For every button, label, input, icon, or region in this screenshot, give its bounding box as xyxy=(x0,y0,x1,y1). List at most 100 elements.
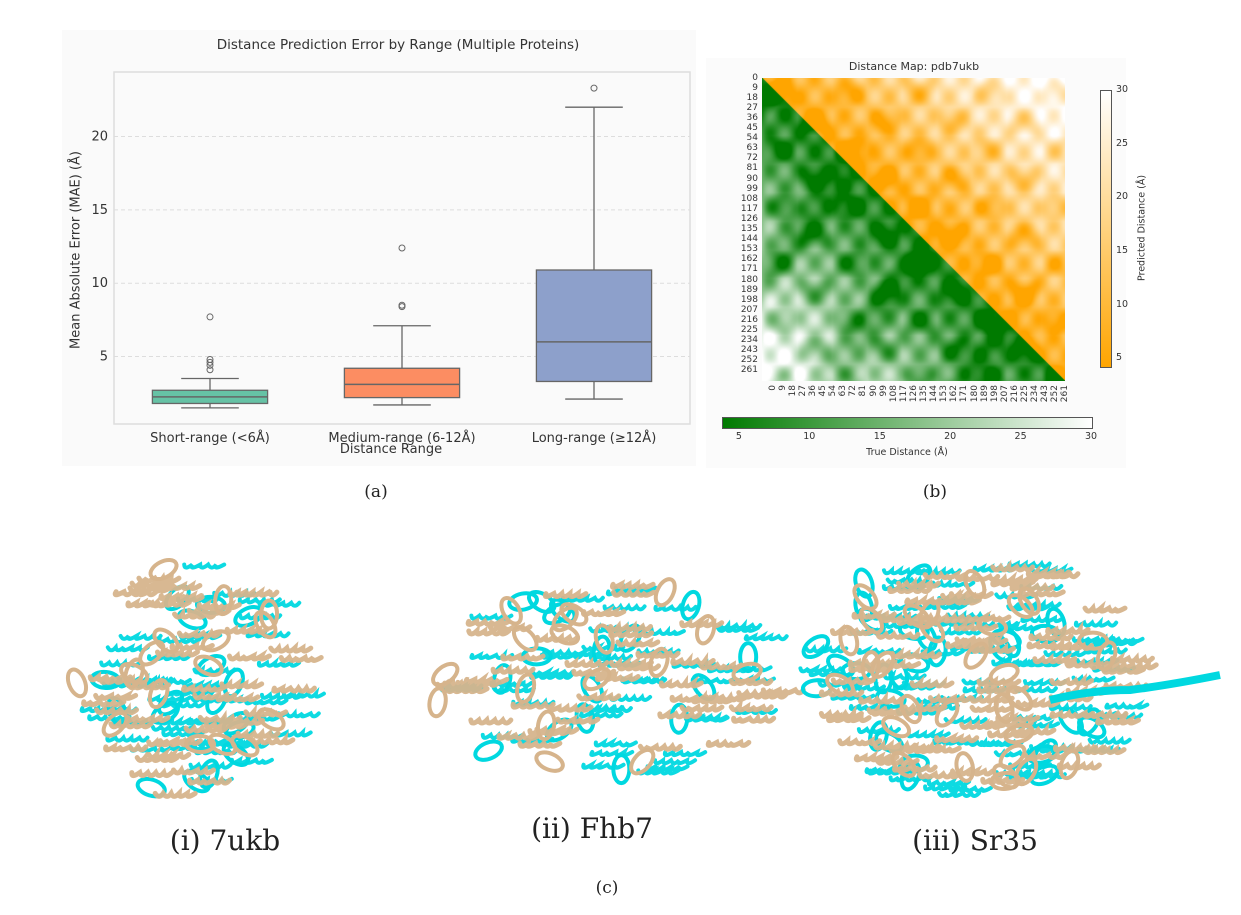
heatmap-y-tick: 99 xyxy=(746,183,758,194)
helix xyxy=(1006,685,1034,712)
helix xyxy=(1058,749,1081,781)
heatmap-y-tick: 216 xyxy=(740,314,758,325)
true-colorbar-label: True Distance (Å) xyxy=(866,447,948,458)
heatmap-x-tick: 207 xyxy=(999,385,1010,403)
x-tick-label: Short-range (<6Å) xyxy=(150,430,270,446)
heatmap-y-tick: 54 xyxy=(746,133,758,144)
heatmap-y-tick: 36 xyxy=(746,112,758,123)
x-tick-label: Medium-range (6-12Å) xyxy=(328,430,475,446)
helix xyxy=(193,654,224,677)
helix xyxy=(473,739,504,762)
helix xyxy=(184,733,217,755)
structure-7ukb xyxy=(65,557,326,799)
helix xyxy=(680,589,702,622)
heatmap-y-tick: 81 xyxy=(746,163,758,174)
predicted-colorbar-tick: 10 xyxy=(1116,298,1129,310)
heatmap-x-tick: 36 xyxy=(807,385,818,397)
heatmap-x-tick: 234 xyxy=(1030,385,1041,403)
y-tick-label: 5 xyxy=(100,350,108,365)
true-colorbar-tick: 5 xyxy=(735,431,742,442)
helix xyxy=(515,672,537,704)
outlier-point xyxy=(206,358,214,366)
heatmap-x-tick: 216 xyxy=(1009,385,1020,403)
helix xyxy=(976,616,1009,637)
heatmap-x-tick: 72 xyxy=(848,385,859,397)
helix xyxy=(738,641,759,674)
helix xyxy=(148,557,179,582)
helix xyxy=(65,667,89,699)
heatmap-y-tick: 108 xyxy=(740,193,758,204)
heatmap-x-tick: 135 xyxy=(919,385,930,403)
helix xyxy=(1014,756,1039,787)
true-colorbar-tick: 30 xyxy=(1084,431,1098,442)
true-colorbar xyxy=(722,417,1093,429)
heatmap-x-tick: 243 xyxy=(1040,385,1051,403)
heatmap-x-tick: 171 xyxy=(959,385,970,403)
predicted-colorbar-label: Predicted Distance (Å) xyxy=(1136,174,1148,282)
helix xyxy=(963,569,987,600)
helix xyxy=(1077,707,1102,737)
outlier-point xyxy=(590,84,598,92)
predicted-colorbar xyxy=(1100,90,1112,368)
helix xyxy=(200,629,231,653)
outlier-point xyxy=(206,355,214,363)
predicted-colorbar-tick: 20 xyxy=(1116,191,1129,203)
heatmap-x-tick: 108 xyxy=(888,385,899,403)
boxplot-chart: 5 10 15 20 Short-range (<6Å) Medium-range (6-… xyxy=(91,71,691,446)
helix xyxy=(870,650,896,679)
heatmap-y-tick: 225 xyxy=(740,325,758,336)
helix xyxy=(551,605,579,633)
heatmap-x-tick: 261 xyxy=(1060,385,1071,403)
panel-a-label: (a) xyxy=(364,482,388,502)
structure-caption-fhb7: (ii) Fhb7 xyxy=(531,812,653,845)
predicted-colorbar-tick: 30 xyxy=(1116,84,1129,95)
panel-c-label: (c) xyxy=(595,878,619,898)
heatmap-y-tick: 63 xyxy=(746,143,758,154)
true-colorbar-tick: 20 xyxy=(944,431,957,442)
heatmap-y-tick: 162 xyxy=(740,254,758,265)
boxplot-xlabel: Distance Range xyxy=(339,442,443,457)
heatmap-x-tick: 27 xyxy=(797,385,808,397)
helix xyxy=(1017,586,1042,616)
heatmap-x-tick: 180 xyxy=(969,385,980,403)
heatmap-y-tick: 90 xyxy=(746,173,758,184)
y-tick-label: 10 xyxy=(91,276,108,291)
heatmap-x-tick: 117 xyxy=(898,385,909,403)
box-2 xyxy=(535,84,653,400)
heatmap-y-tick: 189 xyxy=(740,284,758,295)
helix xyxy=(988,662,1020,685)
heatmap-x-tick: 162 xyxy=(949,385,960,403)
heatmap-x-tick: 225 xyxy=(1020,385,1031,403)
helix xyxy=(695,614,717,646)
predicted-colorbar-tick: 5 xyxy=(1116,352,1123,364)
helix xyxy=(934,698,960,728)
heatmap-x-tick: 153 xyxy=(939,385,950,403)
helix xyxy=(860,650,881,683)
helix xyxy=(101,710,129,738)
helix xyxy=(731,661,763,683)
helix xyxy=(431,661,460,688)
helix xyxy=(221,741,251,767)
outlier-point xyxy=(206,366,214,374)
y-tick-label: 20 xyxy=(91,130,108,145)
heatmap-y-tick: 126 xyxy=(740,213,758,224)
heatmap-y-tick: 18 xyxy=(746,92,758,103)
iqr-box xyxy=(535,269,653,383)
outlier-point xyxy=(206,313,214,321)
true-colorbar-tick: 25 xyxy=(1014,431,1027,442)
heatmap-y-tick: 0 xyxy=(752,72,758,83)
heatmap-y-tick: 9 xyxy=(752,82,758,93)
heatmap-y-tick: 153 xyxy=(740,244,758,255)
helix xyxy=(535,709,557,742)
outlier-point xyxy=(398,301,406,309)
iqr-box xyxy=(343,367,461,399)
helix xyxy=(507,591,539,612)
structure-caption-sr35: (iii) Sr35 xyxy=(912,824,1038,857)
heatmap-x-tick: 9 xyxy=(777,385,788,391)
helix xyxy=(629,747,656,776)
helix xyxy=(1003,723,1035,745)
sr35-tail-helix xyxy=(1049,671,1221,704)
heatmap-y-tick: 117 xyxy=(740,203,758,214)
heatmap-x-tick: 252 xyxy=(1050,385,1061,403)
helix xyxy=(653,577,677,608)
